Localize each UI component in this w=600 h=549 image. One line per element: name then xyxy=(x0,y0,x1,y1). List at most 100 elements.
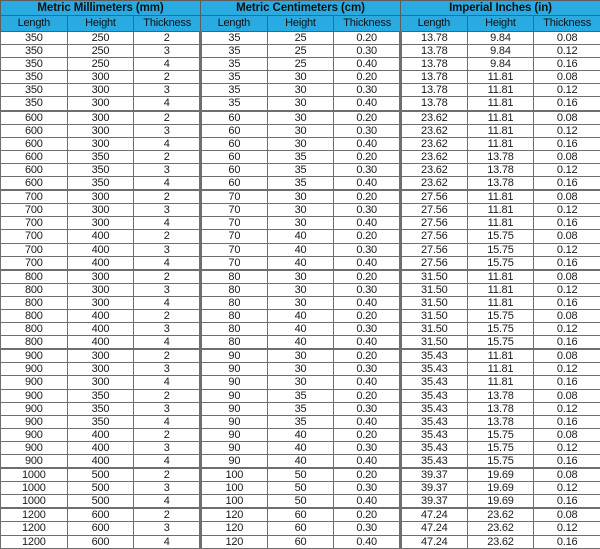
table-cell: 0.08 xyxy=(534,468,600,482)
table-cell: 100 xyxy=(201,468,268,482)
table-cell: 11.81 xyxy=(467,124,534,137)
table-cell: 0.30 xyxy=(334,522,401,535)
table-cell: 300 xyxy=(67,124,134,137)
table-cell: 4 xyxy=(134,58,201,71)
table-cell: 250 xyxy=(67,58,134,71)
table-cell: 350 xyxy=(67,402,134,415)
column-header-in-length: Length xyxy=(400,16,467,32)
table-cell: 2 xyxy=(134,349,201,363)
table-cell: 0.08 xyxy=(534,349,600,363)
table-cell: 13.78 xyxy=(400,45,467,58)
table-cell: 90 xyxy=(201,455,268,469)
table-cell: 0.08 xyxy=(534,111,600,125)
table-cell: 50 xyxy=(267,495,334,509)
table-cell: 15.75 xyxy=(467,441,534,454)
table-cell: 30 xyxy=(267,111,334,125)
table-cell: 0.30 xyxy=(334,363,401,376)
table-cell: 2 xyxy=(134,270,201,284)
table-cell: 13.78 xyxy=(467,150,534,163)
table-cell: 3 xyxy=(134,402,201,415)
table-cell: 0.16 xyxy=(534,495,600,509)
table-cell: 0.30 xyxy=(334,402,401,415)
table-cell: 350 xyxy=(67,415,134,428)
table-cell: 350 xyxy=(67,177,134,191)
table-cell: 1200 xyxy=(1,508,68,522)
table-cell: 70 xyxy=(201,256,268,270)
table-cell: 90 xyxy=(201,402,268,415)
table-cell: 50 xyxy=(267,468,334,482)
table-cell: 500 xyxy=(67,468,134,482)
table-cell: 700 xyxy=(1,204,68,217)
table-cell: 90 xyxy=(201,415,268,428)
table-cell: 70 xyxy=(201,204,268,217)
table-cell: 60 xyxy=(267,522,334,535)
table-cell: 13.78 xyxy=(400,71,467,84)
table-cell: 23.62 xyxy=(467,535,534,548)
table-cell: 13.78 xyxy=(467,402,534,415)
table-cell: 70 xyxy=(201,190,268,204)
table-cell: 0.12 xyxy=(534,283,600,296)
table-cell: 40 xyxy=(267,243,334,256)
table-cell: 90 xyxy=(201,428,268,441)
table-cell: 30 xyxy=(267,124,334,137)
table-cell: 19.69 xyxy=(467,482,534,495)
table-cell: 35.43 xyxy=(400,441,467,454)
table-cell: 0.20 xyxy=(334,150,401,163)
table-cell: 800 xyxy=(1,323,68,336)
table-cell: 400 xyxy=(67,455,134,469)
table-cell: 31.50 xyxy=(400,296,467,309)
table-cell: 300 xyxy=(67,111,134,125)
table-cell: 4 xyxy=(134,296,201,309)
table-cell: 30 xyxy=(267,217,334,230)
table-cell: 400 xyxy=(67,309,134,322)
table-cell: 31.50 xyxy=(400,309,467,322)
table-cell: 90 xyxy=(201,363,268,376)
table-cell: 350 xyxy=(1,71,68,84)
table-cell: 0.40 xyxy=(334,137,401,150)
table-cell: 60 xyxy=(201,177,268,191)
table-cell: 31.50 xyxy=(400,323,467,336)
table-cell: 27.56 xyxy=(400,256,467,270)
table-cell: 30 xyxy=(267,349,334,363)
column-header-mm-length: Length xyxy=(1,16,68,32)
table-cell: 3 xyxy=(134,204,201,217)
table-cell: 11.81 xyxy=(467,204,534,217)
column-header-cm-thickness: Thickness xyxy=(334,16,401,32)
table-cell: 0.40 xyxy=(334,296,401,309)
table-cell: 35 xyxy=(267,389,334,402)
table-cell: 11.81 xyxy=(467,84,534,97)
table-cell: 300 xyxy=(67,190,134,204)
table-cell: 15.75 xyxy=(467,323,534,336)
table-cell: 0.30 xyxy=(334,323,401,336)
table-cell: 900 xyxy=(1,441,68,454)
table-cell: 80 xyxy=(201,270,268,284)
table-cell: 13.78 xyxy=(467,177,534,191)
table-cell: 0.08 xyxy=(534,389,600,402)
table-cell: 300 xyxy=(67,137,134,150)
table-cell: 900 xyxy=(1,376,68,389)
table-cell: 0.20 xyxy=(334,389,401,402)
table-cell: 0.20 xyxy=(334,230,401,243)
table-cell: 0.16 xyxy=(534,336,600,350)
table-cell: 400 xyxy=(67,441,134,454)
table-cell: 0.08 xyxy=(534,150,600,163)
table-cell: 900 xyxy=(1,455,68,469)
table-cell: 700 xyxy=(1,243,68,256)
table-cell: 35.43 xyxy=(400,376,467,389)
table-cell: 30 xyxy=(267,270,334,284)
table-cell: 300 xyxy=(67,217,134,230)
table-cell: 3 xyxy=(134,163,201,176)
table-cell: 0.40 xyxy=(334,336,401,350)
table-cell: 27.56 xyxy=(400,217,467,230)
table-cell: 90 xyxy=(201,389,268,402)
table-cell: 0.30 xyxy=(334,243,401,256)
table-cell: 80 xyxy=(201,296,268,309)
